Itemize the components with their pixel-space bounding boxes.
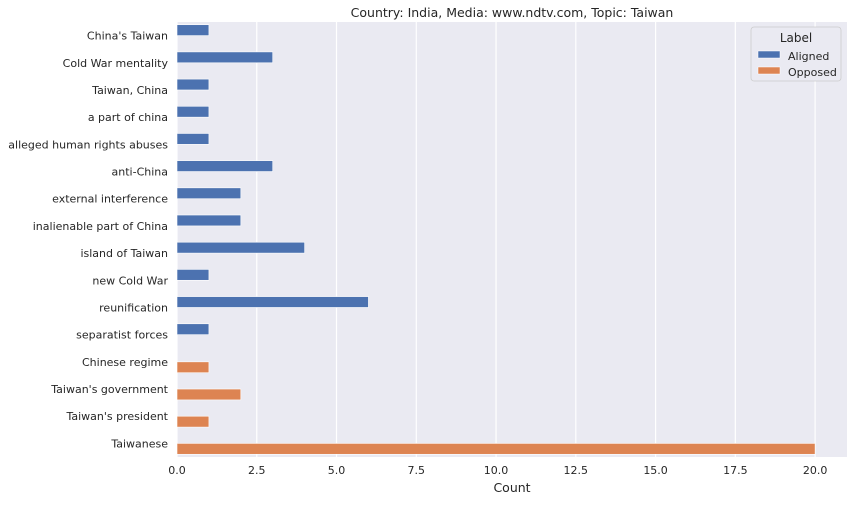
legend-entries: Aligned Opposed xyxy=(757,50,837,79)
legend-title: Label xyxy=(780,31,812,45)
y-tick-labels: China's Taiwan Cold War mentality Taiwan, … xyxy=(8,30,168,451)
y-tick-label: Taiwan's president xyxy=(65,410,168,423)
y-tick-label: anti-China xyxy=(112,166,168,179)
legend-swatch-aligned xyxy=(757,50,781,59)
y-tick-label: Chinese regime xyxy=(82,356,168,369)
y-tick-label: inalienable part of China xyxy=(33,220,168,233)
x-tick-label: 12.5 xyxy=(564,464,589,477)
x-tick-label: 10.0 xyxy=(484,464,509,477)
bar-aligned xyxy=(176,269,210,281)
x-tick-labels: 0.0 2.5 5.0 7.5 10.0 12.5 15.0 17.5 20.0 xyxy=(168,464,827,477)
y-tick-label: China's Taiwan xyxy=(87,30,168,43)
bar-aligned xyxy=(176,24,210,36)
bar-aligned xyxy=(176,214,242,227)
x-tick-label: 17.5 xyxy=(723,464,748,477)
x-tick-label: 2.5 xyxy=(248,464,266,477)
y-tick-label: Cold War mentality xyxy=(63,57,169,70)
y-tick-label: external interference xyxy=(52,193,168,206)
bar-opposed xyxy=(176,415,210,428)
y-tick-label: island of Taiwan xyxy=(80,247,168,260)
plot-background xyxy=(177,22,847,457)
bar-opposed xyxy=(176,388,242,401)
y-tick-label: separatist forces xyxy=(76,329,168,342)
bar-aligned xyxy=(176,105,210,118)
bar-aligned xyxy=(176,323,210,335)
chart-title: Country: India, Media: www.ndtv.com, Top… xyxy=(351,5,674,20)
bar-aligned xyxy=(176,78,210,91)
bar-aligned xyxy=(176,51,274,64)
bar-aligned xyxy=(176,296,369,308)
y-tick-label: new Cold War xyxy=(92,274,168,287)
y-tick-label: Taiwan's government xyxy=(50,383,168,396)
x-axis-label: Count xyxy=(493,480,530,495)
x-tick-label: 5.0 xyxy=(328,464,346,477)
x-tick-label: 0.0 xyxy=(168,464,186,477)
legend-label-aligned: Aligned xyxy=(788,50,829,63)
bars xyxy=(176,24,816,455)
bar-opposed xyxy=(176,361,210,374)
legend-swatch-opposed xyxy=(757,66,781,75)
bar-aligned xyxy=(176,187,242,200)
bar-aligned xyxy=(176,133,210,145)
x-tick-label: 20.0 xyxy=(803,464,828,477)
x-tick-label: 7.5 xyxy=(408,464,426,477)
y-tick-label: Taiwan, China xyxy=(91,84,168,97)
y-tick-label: Taiwanese xyxy=(110,437,168,450)
bar-aligned xyxy=(176,160,274,172)
legend-label-opposed: Opposed xyxy=(788,66,837,79)
y-tick-label: a part of china xyxy=(88,111,168,124)
grid-lines xyxy=(176,22,816,457)
y-tick-label: alleged human rights abuses xyxy=(8,138,168,151)
bar-aligned xyxy=(176,241,305,254)
y-tick-label: reunification xyxy=(99,301,168,314)
x-tick-label: 15.0 xyxy=(643,464,668,477)
legend: Label Aligned Opposed xyxy=(750,26,842,82)
bar-opposed xyxy=(176,443,816,455)
